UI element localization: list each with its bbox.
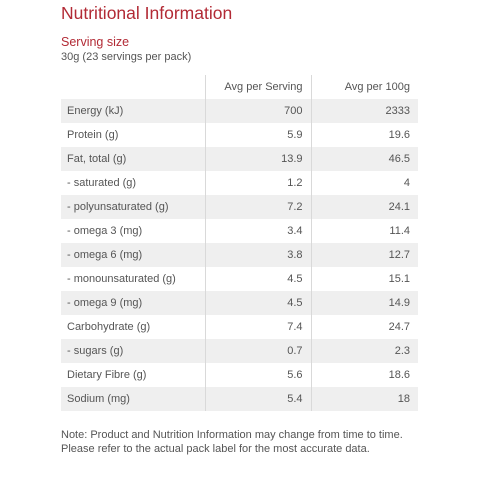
- table-row: Dietary Fibre (g) 5.6 18.6: [61, 363, 418, 387]
- nutrient-name: Carbohydrate (g): [67, 321, 151, 333]
- table-row: - polyunsaturated (g) 7.2 24.1: [61, 195, 418, 219]
- page-title: Nutritional Information: [61, 3, 233, 23]
- nutrient-name: - sugars (g): [61, 339, 205, 363]
- nutrient-name: Fat, total (g): [61, 147, 205, 171]
- nutrient-name: - polyunsaturated (g): [61, 195, 205, 219]
- avg-per-serving-value: 3.8: [204, 243, 311, 267]
- nutrient-name: - omega 9 (mg): [61, 291, 205, 315]
- avg-per-100g-value: 2.3: [310, 339, 418, 363]
- nutrient-name: Protein (g): [67, 129, 119, 141]
- table-row: Sodium (mg) 5.4 18: [61, 387, 418, 411]
- table-row: Energy (kJ) 700 2333: [61, 99, 418, 123]
- table-row: - omega 3 (mg) 3.4 11.4: [61, 219, 418, 243]
- nutrient-name: Dietary Fibre (g): [67, 369, 147, 381]
- column-header-nutrient: [61, 75, 205, 99]
- table-row: - sugars (g) 0.7 2.3: [61, 339, 418, 363]
- serving-size-value: 30g (23 servings per pack): [61, 51, 192, 63]
- avg-per-serving-value: 5.6: [204, 363, 311, 387]
- avg-per-serving-value: 7.2: [204, 195, 311, 219]
- column-header-avg-per-100g: Avg per 100g: [310, 75, 418, 99]
- column-header-avg-per-serving: Avg per Serving: [204, 75, 311, 99]
- nutrient-name: - omega 6 (mg): [61, 243, 205, 267]
- table-header-row: Avg per Serving Avg per 100g: [61, 75, 418, 99]
- avg-per-serving-value: 0.7: [204, 339, 311, 363]
- disclaimer-note: Note: Product and Nutrition Information …: [61, 429, 403, 455]
- avg-per-serving-value: 1.2: [204, 171, 311, 195]
- nutrition-table: Avg per Serving Avg per 100g Energy (kJ)…: [61, 75, 418, 411]
- avg-per-100g-value: 2333: [310, 99, 418, 123]
- avg-per-100g-value: 4: [310, 171, 418, 195]
- avg-per-100g-value: 14.9: [310, 291, 418, 315]
- avg-per-100g-value: 12.7: [310, 243, 418, 267]
- avg-per-100g-value: 15.1: [310, 267, 418, 291]
- avg-per-serving-value: 700: [204, 99, 311, 123]
- avg-per-100g-value: 46.5: [310, 147, 418, 171]
- nutrient-name: - monounsaturated (g): [67, 273, 176, 285]
- avg-per-serving-value: 13.9: [204, 147, 311, 171]
- avg-per-100g-value: 11.4: [310, 219, 418, 243]
- nutrient-name: - omega 3 (mg): [67, 225, 143, 237]
- avg-per-serving-value: 7.4: [204, 315, 311, 339]
- table-row: - omega 6 (mg) 3.8 12.7: [61, 243, 418, 267]
- table-row: Carbohydrate (g) 7.4 24.7: [61, 315, 418, 339]
- avg-per-100g-value: 18.6: [310, 363, 418, 387]
- table-row: Protein (g) 5.9 19.6: [61, 123, 418, 147]
- avg-per-serving-value: 5.4: [204, 387, 311, 411]
- avg-per-serving-value: 4.5: [204, 267, 311, 291]
- avg-per-serving-value: 4.5: [204, 291, 311, 315]
- avg-per-serving-value: 3.4: [204, 219, 311, 243]
- avg-per-100g-value: 18: [310, 387, 418, 411]
- table-row: - monounsaturated (g) 4.5 15.1: [61, 267, 418, 291]
- nutrient-name: - saturated (g): [67, 177, 137, 189]
- avg-per-100g-value: 24.1: [310, 195, 418, 219]
- nutrient-name: Sodium (mg): [61, 387, 205, 411]
- serving-size-label: Serving size: [61, 35, 130, 49]
- table-row: - omega 9 (mg) 4.5 14.9: [61, 291, 418, 315]
- nutrient-name: Energy (kJ): [61, 99, 205, 123]
- avg-per-100g-value: 19.6: [310, 123, 418, 147]
- table-row: Fat, total (g) 13.9 46.5: [61, 147, 418, 171]
- table-row: - saturated (g) 1.2 4: [61, 171, 418, 195]
- avg-per-serving-value: 5.9: [204, 123, 311, 147]
- avg-per-100g-value: 24.7: [310, 315, 418, 339]
